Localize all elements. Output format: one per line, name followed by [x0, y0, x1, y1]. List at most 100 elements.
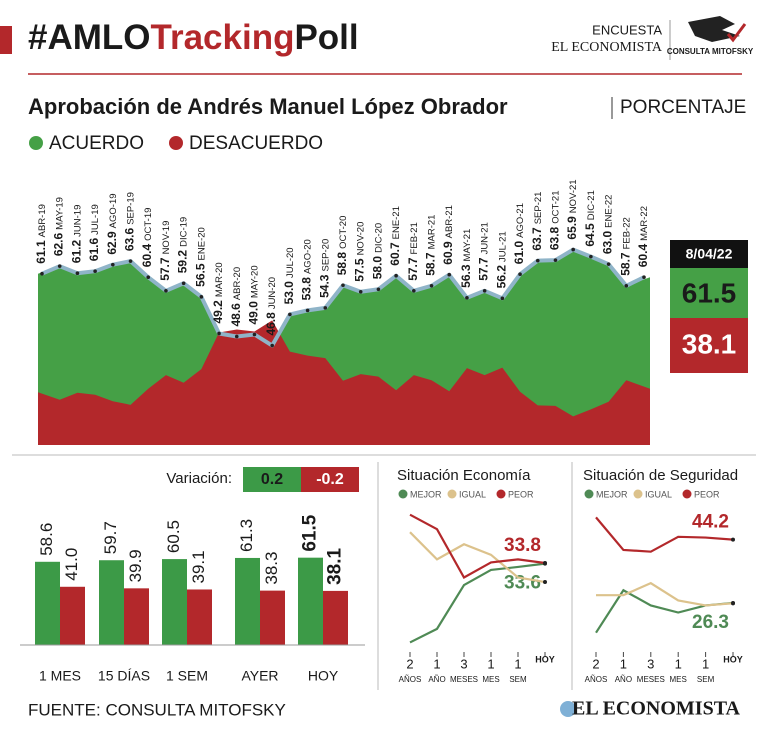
point — [164, 288, 168, 293]
logo-check — [726, 23, 747, 43]
value-label: 60.9 — [441, 241, 455, 265]
value-label: 62.9 — [105, 231, 119, 255]
bar — [235, 557, 260, 645]
value-label: 63.7 — [530, 227, 544, 251]
category-label: JUN-20 — [267, 277, 278, 309]
legend-swatch — [29, 136, 43, 150]
category-label: DIC-19 — [178, 217, 189, 247]
variation-label: Variación: — [166, 470, 232, 487]
point — [412, 288, 416, 293]
point-label: 49.0 MAY-20 — [247, 265, 261, 324]
category-label: SEP-19 — [125, 192, 136, 225]
bar-value-label: 61.5 — [300, 514, 321, 551]
point — [518, 272, 522, 277]
x-tick-label: 1 — [702, 656, 709, 671]
value-label: 63.0 — [601, 230, 615, 254]
point — [535, 258, 540, 263]
legend-label: PEOR — [508, 489, 534, 499]
x-tick-label: 1 — [675, 656, 682, 671]
x-tick-unit: AÑO — [428, 675, 445, 684]
title-part: #AMLO — [28, 18, 151, 57]
legend-label: IGUAL — [459, 489, 486, 499]
bar-value-label: 38.1 — [325, 547, 346, 584]
x-tick-unit: SEM — [697, 675, 715, 684]
bar — [187, 589, 212, 645]
category-label: ENE-22 — [603, 195, 614, 228]
point — [93, 269, 97, 273]
point-label: 59.2 DIC-19 — [176, 217, 190, 273]
x-tick-label: HOY — [308, 668, 339, 684]
x-tick-unit: AÑO — [615, 675, 632, 684]
point — [589, 254, 593, 259]
value-label: 46.8 — [264, 312, 278, 336]
legend-swatch — [496, 489, 506, 499]
brand-logo: CONSULTA MITOFSKY — [667, 47, 754, 56]
x-tick-label: AYER — [241, 668, 278, 684]
point-label: 60.4 MAR-22 — [636, 206, 650, 267]
value-label: 63.6 — [123, 227, 137, 251]
point-label: 56.2 JUL-21 — [495, 231, 509, 288]
point — [146, 275, 151, 280]
x-tick-label: 3 — [460, 656, 467, 671]
line — [409, 531, 546, 584]
point — [358, 289, 363, 294]
point-label: 58.0 DIC-20 — [371, 223, 385, 279]
point-label: 53.8 AGO-20 — [300, 239, 314, 300]
legend-swatch — [169, 136, 183, 150]
category-label: JUN-19 — [72, 205, 83, 237]
end-point — [543, 561, 547, 565]
point-label: 63.7 SEP-21 — [530, 192, 544, 251]
legend-label: MEJOR — [410, 489, 442, 499]
point-label: 64.5 DIC-21 — [583, 190, 597, 246]
x-tick-unit: SEM — [509, 675, 527, 684]
point — [40, 271, 44, 276]
category-label: MAR-22 — [639, 206, 650, 241]
bar — [323, 590, 348, 645]
category-label: SEP-21 — [532, 192, 543, 225]
category-label: MAY-21 — [461, 229, 472, 262]
x-tick-unit: MESES — [450, 675, 478, 684]
point — [341, 283, 345, 288]
bar-value-label: 58.6 — [37, 523, 56, 556]
line — [596, 581, 734, 607]
area — [38, 320, 650, 445]
point — [217, 331, 221, 336]
point-label: 61.6 JUL-19 — [87, 204, 101, 261]
bar — [99, 560, 124, 645]
x-tick-label: 2 — [406, 656, 413, 671]
value-label: 64.5 — [583, 223, 597, 247]
value-label: 56.3 — [459, 264, 473, 288]
brand-icon — [560, 701, 576, 717]
chart-title: Aprobación de Andrés Manuel López Obrado… — [28, 94, 508, 119]
brand-top: ENCUESTA — [592, 22, 662, 37]
legend-label: ACUERDO — [49, 133, 144, 154]
value-label: 57.7 — [406, 257, 420, 281]
x-tick-label: 15 DÍAS — [98, 668, 150, 684]
legend-swatch — [447, 489, 457, 499]
charts: ACUERDO DESACUERDO 61.1 ABR-19 62.6 MAY-19 61.… — [20, 133, 748, 684]
point-label: 63.0 ENE-22 — [601, 195, 615, 255]
point — [57, 264, 62, 268]
point-label: 46.8 JUN-20 — [264, 277, 278, 336]
x-tick-unit: MES — [482, 675, 499, 684]
point-label: 60.7 ENE-21 — [388, 206, 402, 266]
bar-value-label: 38.3 — [262, 552, 281, 585]
category-label: NOV-21 — [568, 179, 579, 213]
bar-value-label: 41.0 — [62, 548, 81, 581]
accent-bar — [0, 26, 12, 54]
variation-box — [243, 467, 301, 492]
point — [111, 262, 115, 267]
line — [409, 513, 546, 579]
category-label: MAY-19 — [54, 197, 65, 230]
line — [409, 562, 546, 644]
bar-value-label: 39.1 — [189, 550, 208, 583]
brand-bottom: EL ECONOMISTA — [551, 40, 663, 55]
point-label: 57.7 JUN-21 — [477, 222, 491, 281]
category-label: OCT-19 — [143, 208, 154, 241]
legend-label: IGUAL — [645, 489, 672, 499]
point-label: 57.7 FEB-21 — [406, 222, 420, 281]
value-label: 61.1 — [34, 240, 48, 264]
category-label: NOV-19 — [160, 221, 171, 255]
point-label: 63.6 SEP-19 — [123, 192, 137, 251]
